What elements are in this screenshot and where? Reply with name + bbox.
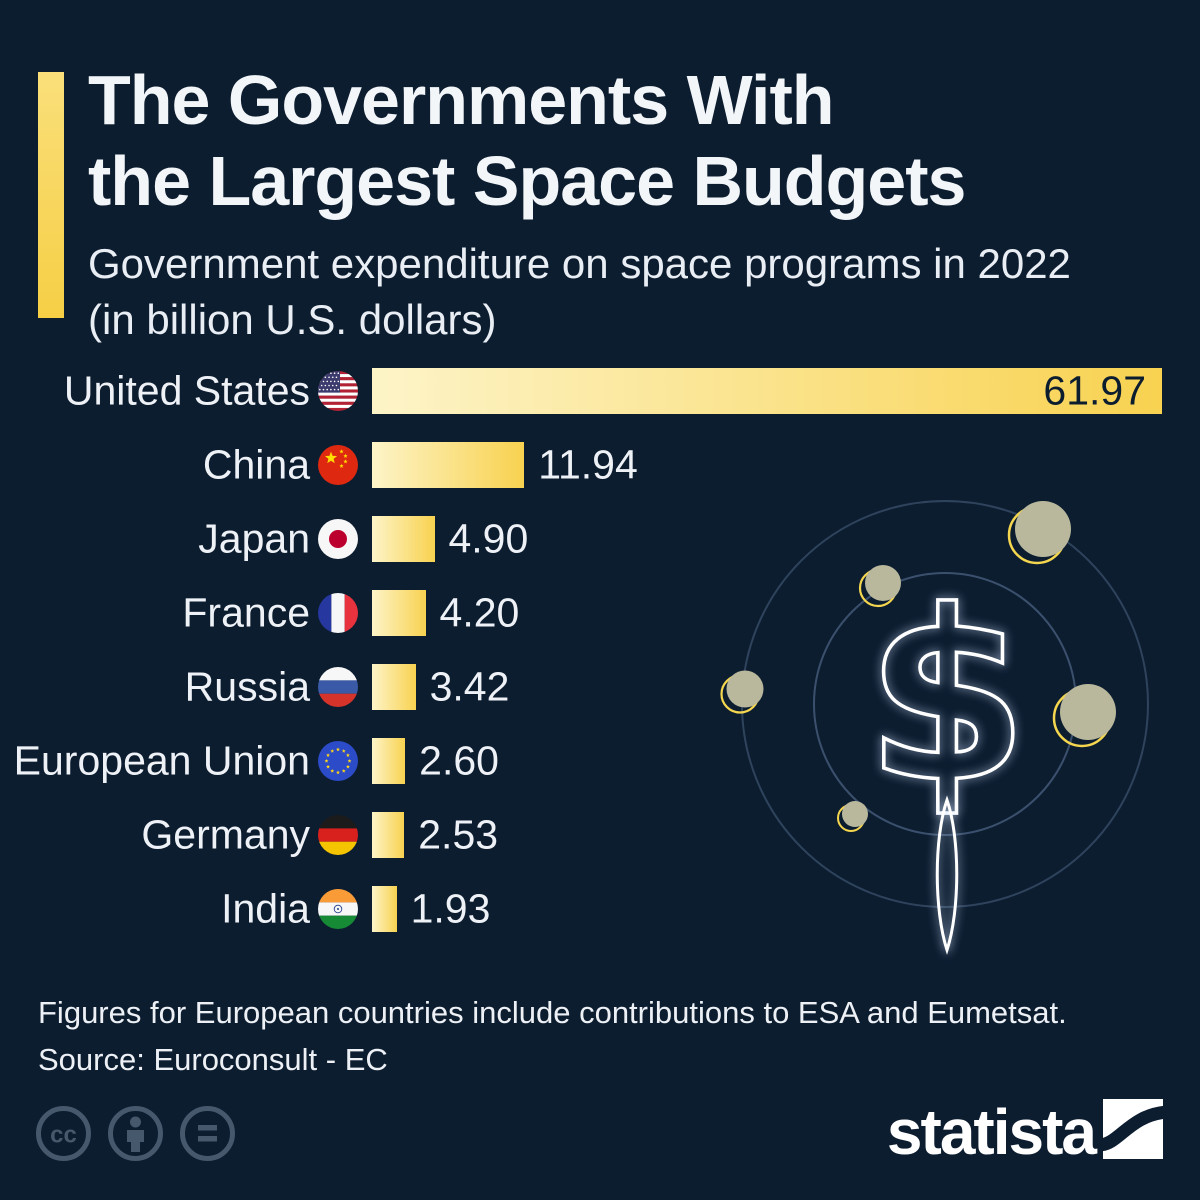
russia-flag-icon xyxy=(318,667,358,707)
rocket-flame-icon xyxy=(935,795,959,955)
chart-row-united-states: United States 61.97 xyxy=(0,354,1200,428)
statista-wordmark: statista xyxy=(886,1096,1097,1168)
chart-row-india: India 1.93 xyxy=(0,872,1200,946)
value-label: 1.93 xyxy=(410,885,491,932)
value-label: 11.94 xyxy=(538,441,638,488)
value-label: 4.20 xyxy=(439,589,520,636)
value-bar xyxy=(372,738,406,784)
china-flag-icon xyxy=(318,445,358,485)
planet-icon-small-upper xyxy=(858,565,901,608)
germany-flag-icon xyxy=(318,815,358,855)
value-bar xyxy=(372,368,1162,414)
space-dollar-illustration: $ xyxy=(720,500,1149,955)
accent-bar xyxy=(38,72,64,318)
svg-text:cc: cc xyxy=(50,1122,77,1149)
country-label: Japan xyxy=(198,515,310,562)
planet-icon-right xyxy=(1052,684,1116,748)
france-flag-icon xyxy=(318,593,358,633)
european-union-flag-icon xyxy=(318,741,358,781)
value-label: 2.60 xyxy=(419,737,499,784)
value-bar xyxy=(372,442,525,488)
japan-flag-icon xyxy=(318,519,358,559)
title-line-2: the Largest Space Budgets xyxy=(88,142,966,220)
chart-row-germany: Germany 2.53 xyxy=(0,798,1200,872)
license-icons: cc xyxy=(35,1105,236,1162)
value-label: 3.42 xyxy=(429,663,510,710)
value-bar xyxy=(372,886,397,932)
attribution-icon xyxy=(108,1106,163,1161)
chart-row-japan: Japan 4.90 xyxy=(0,502,1200,576)
chart-row-china: China 11.94 xyxy=(0,428,1200,502)
value-bar xyxy=(372,516,435,562)
equal-sign-icon xyxy=(180,1106,235,1161)
country-label: France xyxy=(182,589,310,636)
subtitle-line-2: (in billion U.S. dollars) xyxy=(88,296,497,343)
value-bar xyxy=(372,664,416,710)
footnote: Figures for European countries include c… xyxy=(38,995,1067,1030)
united-states-flag-icon xyxy=(318,371,358,411)
title-line-1: The Governments With xyxy=(88,61,835,139)
value-label: 4.90 xyxy=(448,515,529,562)
value-bar xyxy=(372,812,405,858)
chart-row-france: France 4.20 xyxy=(0,576,1200,650)
dollar-sign-icon: $ xyxy=(865,562,1029,835)
country-label: India xyxy=(221,885,310,932)
planet-icon-large-top xyxy=(1007,501,1071,565)
page-title: The Governments With the Largest Space B… xyxy=(88,60,966,222)
planet-icon-left xyxy=(720,670,764,714)
country-label: China xyxy=(202,441,310,488)
planet-icon-small-bottom xyxy=(837,801,868,832)
chart-row-russia: Russia 3.42 xyxy=(0,650,1200,724)
source-line: Source: Euroconsult - EC xyxy=(38,1042,388,1077)
india-flag-icon xyxy=(318,889,358,929)
value-label: 61.97 xyxy=(1043,367,1146,414)
country-label: European Union xyxy=(13,737,310,784)
page-subtitle: Government expenditure on space programs… xyxy=(88,236,1071,348)
country-label: Russia xyxy=(184,663,310,710)
statista-logo xyxy=(1103,1099,1163,1159)
value-label: 2.53 xyxy=(418,811,499,858)
subtitle-line-1: Government expenditure on space programs… xyxy=(88,240,1071,287)
chart-row-european-union: European Union 2.60 xyxy=(0,724,1200,798)
cc-icon: cc xyxy=(36,1106,91,1161)
country-label: Germany xyxy=(141,811,310,858)
country-label: United States xyxy=(63,367,310,414)
value-bar xyxy=(372,590,426,636)
